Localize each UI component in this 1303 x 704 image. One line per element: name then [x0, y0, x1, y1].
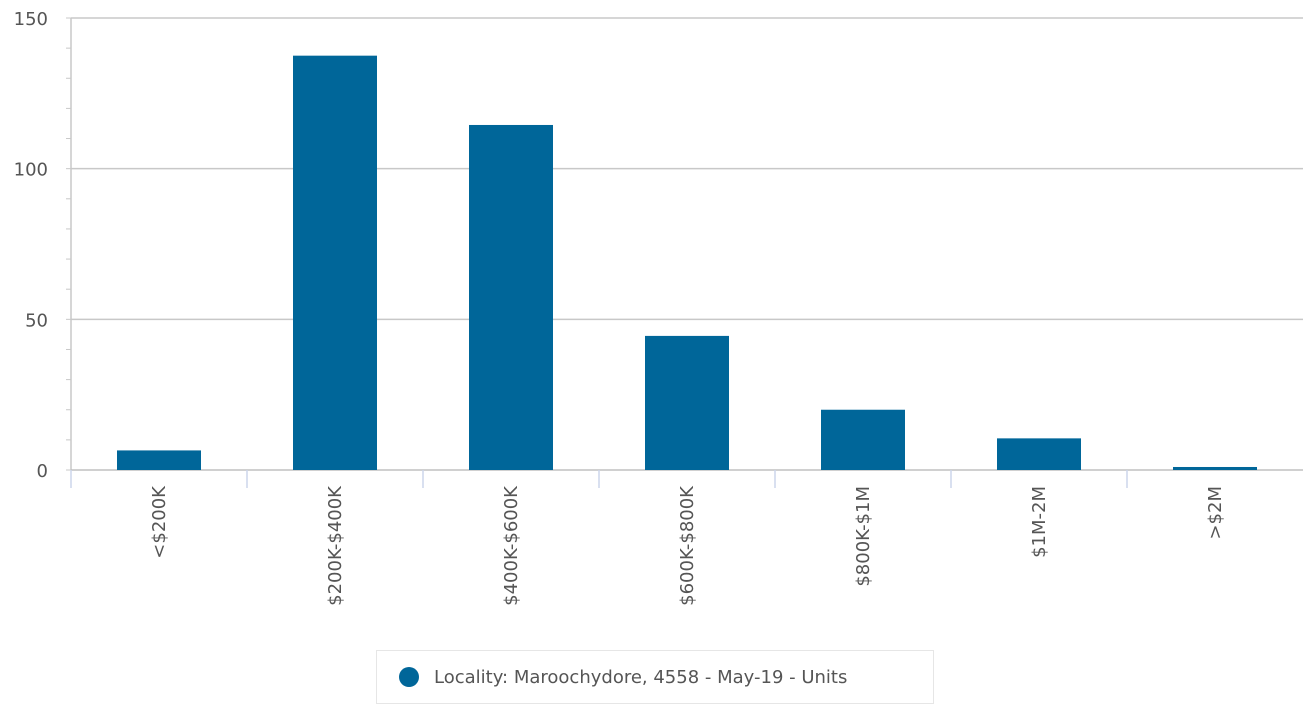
bars — [117, 55, 1257, 471]
x-tick-label: $1M-2M — [1029, 486, 1050, 558]
bar[interactable] — [1173, 466, 1257, 470]
x-tick-label: >$2M — [1205, 486, 1226, 540]
y-tick-label: 50 — [25, 310, 48, 331]
bar[interactable] — [821, 409, 905, 470]
bar-chart: 0 50 100 150 <$200K $200K-$400K $400K-$600K $6… — [14, 9, 1303, 606]
bar[interactable] — [117, 450, 201, 470]
legend[interactable]: Locality: Maroochydore, 4558 - May-19 - … — [376, 650, 934, 704]
x-tick-label: $600K-$800K — [677, 485, 698, 606]
legend-label: Locality: Maroochydore, 4558 - May-19 - … — [434, 666, 848, 688]
bar[interactable] — [645, 335, 729, 470]
x-tick-label: $400K-$600K — [501, 485, 522, 606]
grid-lines — [71, 17, 1303, 321]
x-tick-label: <$200K — [149, 485, 170, 559]
legend-marker-icon — [399, 667, 419, 687]
y-tick-label: 0 — [37, 461, 48, 482]
bar[interactable] — [997, 438, 1081, 470]
bar[interactable] — [469, 124, 553, 471]
x-tick-label: $800K-$1M — [853, 486, 874, 587]
x-tick-labels: <$200K $200K-$400K $400K-$600K $600K-$800K $… — [149, 485, 1226, 606]
y-tick-label: 150 — [14, 9, 48, 30]
bar[interactable] — [293, 55, 377, 471]
x-tick-label: $200K-$400K — [325, 485, 346, 606]
y-tick-labels: 0 50 100 150 — [14, 9, 48, 482]
y-tick-label: 100 — [14, 160, 48, 181]
